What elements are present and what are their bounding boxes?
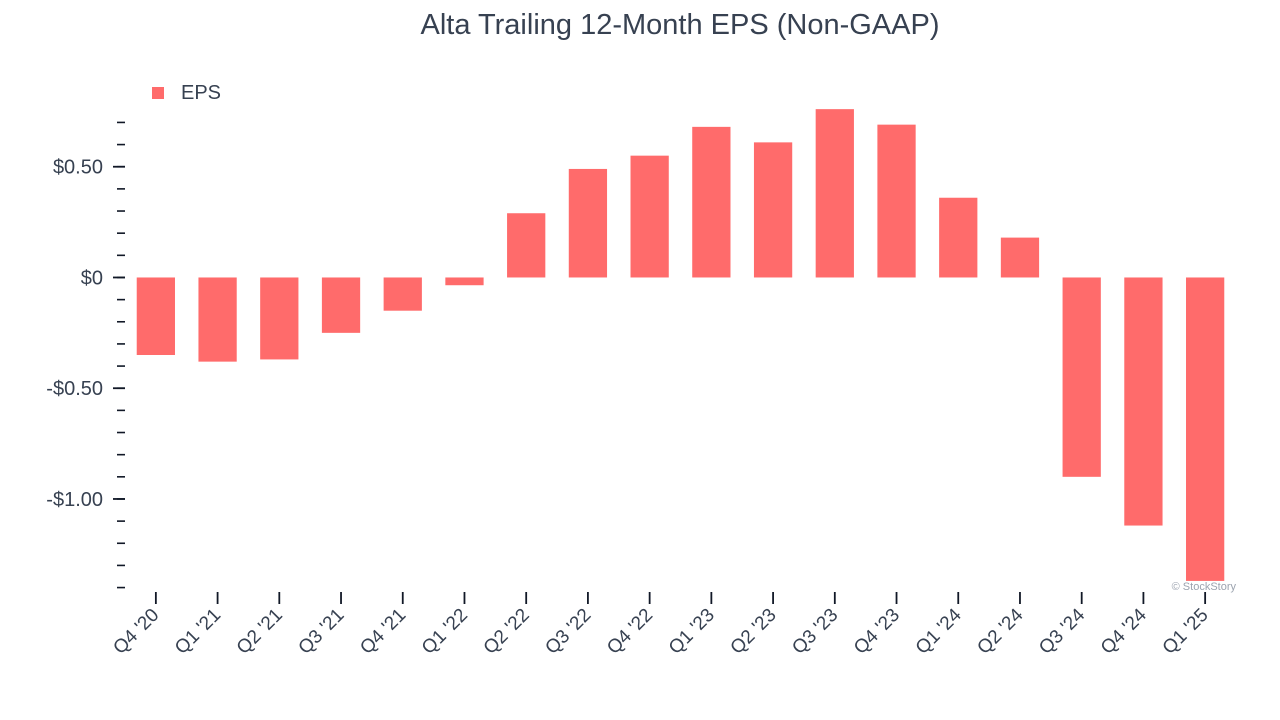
x-tick-label: Q2 '24 bbox=[973, 604, 1027, 658]
bar bbox=[630, 155, 669, 278]
x-tick-label: Q4 '24 bbox=[1097, 604, 1151, 658]
chart-title: Alta Trailing 12-Month EPS (Non-GAAP) bbox=[421, 9, 940, 41]
bar bbox=[198, 277, 237, 362]
x-tick-label: Q2 '23 bbox=[727, 605, 781, 659]
bar bbox=[753, 142, 793, 278]
y-tick-label: $0.50 bbox=[53, 157, 103, 179]
bar bbox=[383, 277, 422, 311]
x-tick-label: Q3 '24 bbox=[1035, 604, 1089, 658]
legend: EPS bbox=[152, 82, 221, 104]
legend-label-eps: EPS bbox=[181, 82, 221, 104]
x-tick-label: Q3 '23 bbox=[788, 605, 842, 659]
x-tick-label: Q1 '25 bbox=[1159, 605, 1213, 659]
x-tick-label: Q4 '22 bbox=[603, 605, 657, 659]
bar bbox=[260, 277, 299, 360]
bar bbox=[877, 124, 916, 278]
y-axis: $0.50 $0 -$0.50 -$1.00 bbox=[46, 121, 125, 589]
bar bbox=[1062, 277, 1101, 477]
x-tick-label: Q4 '23 bbox=[850, 605, 904, 659]
bar bbox=[568, 168, 608, 278]
bar bbox=[939, 197, 978, 278]
bar bbox=[1186, 277, 1225, 581]
x-tick-label: Q2 '21 bbox=[233, 605, 287, 659]
x-tick-label: Q3 '22 bbox=[541, 605, 595, 659]
x-tick-label: Q2 '22 bbox=[480, 605, 534, 659]
bars bbox=[136, 109, 1225, 581]
x-axis: Q4 '20 Q1 '21 Q2 '21 Q3 '21 Q4 '21 Q1 '22 Q2 '… bbox=[109, 592, 1213, 659]
bar bbox=[692, 126, 731, 278]
bar bbox=[445, 277, 484, 286]
x-tick-label: Q4 '20 bbox=[109, 605, 163, 659]
x-tick-label: Q1 '21 bbox=[171, 605, 225, 659]
bar bbox=[136, 277, 175, 355]
legend-swatch-eps bbox=[152, 87, 164, 99]
x-tick-label: Q4 '21 bbox=[356, 605, 410, 659]
bar bbox=[815, 109, 854, 278]
bar bbox=[1000, 237, 1040, 278]
bar bbox=[1124, 277, 1163, 526]
x-tick-label: Q1 '22 bbox=[418, 605, 472, 659]
bar bbox=[321, 277, 361, 333]
x-tick-label: Q3 '21 bbox=[295, 605, 349, 659]
x-tick-label: Q1 '24 bbox=[912, 604, 966, 658]
y-tick-label: $0 bbox=[81, 267, 103, 289]
y-tick-label: -$1.00 bbox=[46, 489, 103, 511]
bar bbox=[507, 213, 546, 278]
y-tick-label: -$0.50 bbox=[46, 378, 103, 400]
watermark: © StockStory bbox=[1172, 581, 1237, 593]
x-tick-label: Q1 '23 bbox=[665, 605, 719, 659]
